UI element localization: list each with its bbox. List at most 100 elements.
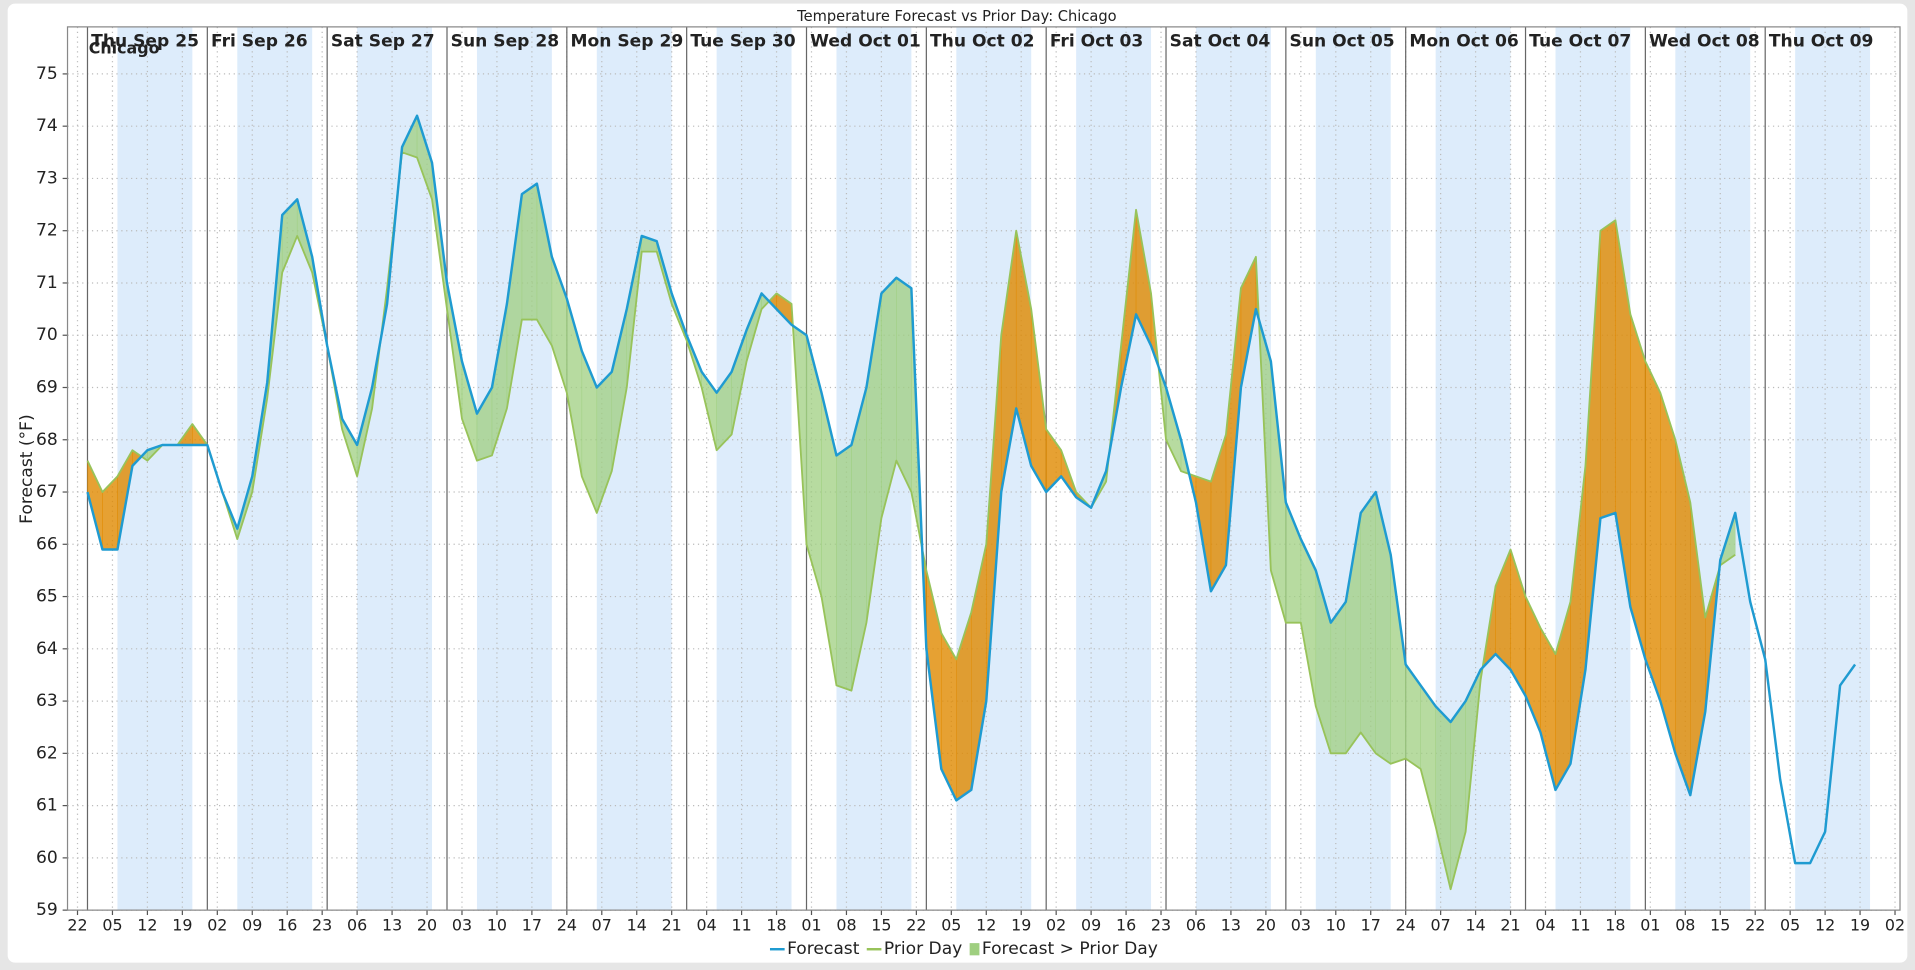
- series-line: [86, 114, 1857, 865]
- y-tick-label: 75: [36, 64, 58, 84]
- daylight-band: [716, 26, 792, 911]
- y-tick-label: 70: [36, 325, 58, 345]
- x-tick-label: 08: [1675, 916, 1695, 935]
- day-label: Wed Oct 01: [810, 32, 921, 52]
- difference-fill: [1330, 601, 1347, 754]
- x-tick-label: 09: [1081, 916, 1101, 935]
- y-tick-label: 63: [36, 691, 58, 711]
- daylight-band: [1076, 26, 1152, 911]
- x-tick-label: 05: [102, 916, 122, 935]
- legend-label: Prior Day: [884, 939, 962, 959]
- x-tick-label: 13: [382, 916, 402, 935]
- difference-fill: [521, 183, 538, 320]
- day-label: Tue Sep 30: [690, 32, 795, 52]
- daylight-band: [357, 26, 433, 911]
- x-tick-label: 17: [1361, 916, 1381, 935]
- x-tick-label: 07: [592, 916, 612, 935]
- y-tick-label: 73: [36, 168, 58, 188]
- x-tick-label: 19: [172, 916, 192, 935]
- legend-label: Forecast: [787, 939, 860, 959]
- x-tick-label: 03: [452, 916, 472, 935]
- difference-fill: [1600, 219, 1616, 519]
- x-tick-label: 21: [1500, 916, 1520, 935]
- x-tick-label: 13: [1221, 916, 1241, 935]
- y-tick-label: 68: [36, 430, 58, 450]
- x-tick-label: 16: [277, 916, 297, 935]
- day-label: Tue Oct 07: [1529, 32, 1631, 52]
- x-tick-label: 16: [1116, 916, 1136, 935]
- plot: 59 60 61 62 63 64 65 66 67 68 69 70 71 72 73 74 75 22 05 12…: [36, 26, 1905, 959]
- y-axis-label: Forecast (°F): [17, 414, 37, 523]
- y-tick-label: 72: [36, 221, 58, 241]
- x-tick-label: 08: [836, 916, 856, 935]
- x-tick-label: 02: [1885, 916, 1905, 935]
- annotation: Chicago: [89, 38, 160, 57]
- day-label: Thu Oct 09: [1769, 32, 1874, 52]
- x-tick-label: 17: [522, 916, 542, 935]
- legend: Forecast Prior Day Forecast > Prior Day: [769, 939, 1158, 959]
- x-tick-label: 24: [557, 916, 577, 935]
- x-tick-label: 01: [801, 916, 821, 935]
- x-tick-label: 01: [1640, 916, 1660, 935]
- x-tick-label: 07: [1431, 916, 1451, 935]
- y-tick-label: 60: [36, 848, 58, 868]
- y-tick-label: 64: [36, 639, 58, 659]
- x-tick-label: 03: [1291, 916, 1311, 935]
- x-tick-label: 12: [137, 916, 157, 935]
- x-tick-label: 06: [347, 916, 367, 935]
- legend-swatch: [969, 943, 980, 956]
- y-tick-label: 62: [36, 743, 58, 763]
- x-tick-label: 22: [906, 916, 926, 935]
- difference-fill: [1630, 314, 1646, 660]
- x-tick-label: 11: [1570, 916, 1590, 935]
- day-label: Thu Sep 25: [91, 32, 199, 52]
- chart-title: Temperature Forecast vs Prior Day: Chica…: [796, 8, 1117, 25]
- x-tick-label: 20: [1256, 916, 1276, 935]
- day-label: Fri Sep 26: [211, 32, 308, 52]
- difference-fill: [836, 444, 852, 691]
- x-tick-label: 12: [976, 916, 996, 935]
- x-tick-label: 23: [1151, 916, 1171, 935]
- daylight-band: [1795, 26, 1871, 911]
- x-tick-label: 21: [662, 916, 682, 935]
- x-tick-label: 15: [1710, 916, 1730, 935]
- y-tick-label: 74: [36, 116, 58, 136]
- x-tick-label: 18: [1605, 916, 1625, 935]
- day-label: Fri Oct 03: [1050, 32, 1143, 52]
- y-tick-label: 61: [36, 796, 58, 816]
- day-label: Mon Oct 06: [1409, 32, 1518, 52]
- day-label: Sun Oct 05: [1290, 32, 1395, 52]
- y-tick-label: 59: [36, 900, 58, 920]
- x-tick-label: 14: [627, 916, 647, 935]
- day-label: Wed Oct 08: [1649, 32, 1760, 52]
- difference-fill: [1360, 491, 1376, 755]
- series-line: [86, 151, 1736, 891]
- y-tick-label: 71: [36, 273, 58, 293]
- daylight-band: [237, 26, 313, 911]
- x-tick-label: 09: [242, 916, 262, 935]
- plot-frame: [66, 26, 1901, 911]
- day-label: Sun Sep 28: [451, 32, 559, 52]
- x-tick-label: 05: [1780, 916, 1800, 935]
- x-tick-label: 11: [731, 916, 751, 935]
- x-tick-label: 20: [417, 916, 437, 935]
- daylight-band: [1315, 26, 1391, 911]
- y-tick-label: 67: [36, 482, 58, 502]
- x-tick-label: 18: [766, 916, 786, 935]
- x-tick-label: 12: [1815, 916, 1835, 935]
- x-tick-label: 02: [207, 916, 227, 935]
- legend-label: Forecast > Prior Day: [982, 939, 1158, 959]
- x-tick-label: 10: [487, 916, 507, 935]
- x-tick-label: 02: [1046, 916, 1066, 935]
- x-tick-label: 22: [67, 916, 87, 935]
- x-tick-label: 15: [871, 916, 891, 935]
- x-tick-label: 05: [941, 916, 961, 935]
- x-tick-label: 10: [1326, 916, 1346, 935]
- x-tick-label: 04: [697, 916, 717, 935]
- difference-fill: [896, 277, 912, 493]
- y-tick-label: 69: [36, 377, 58, 397]
- x-tick-label: 06: [1186, 916, 1206, 935]
- x-tick-label: 24: [1396, 916, 1416, 935]
